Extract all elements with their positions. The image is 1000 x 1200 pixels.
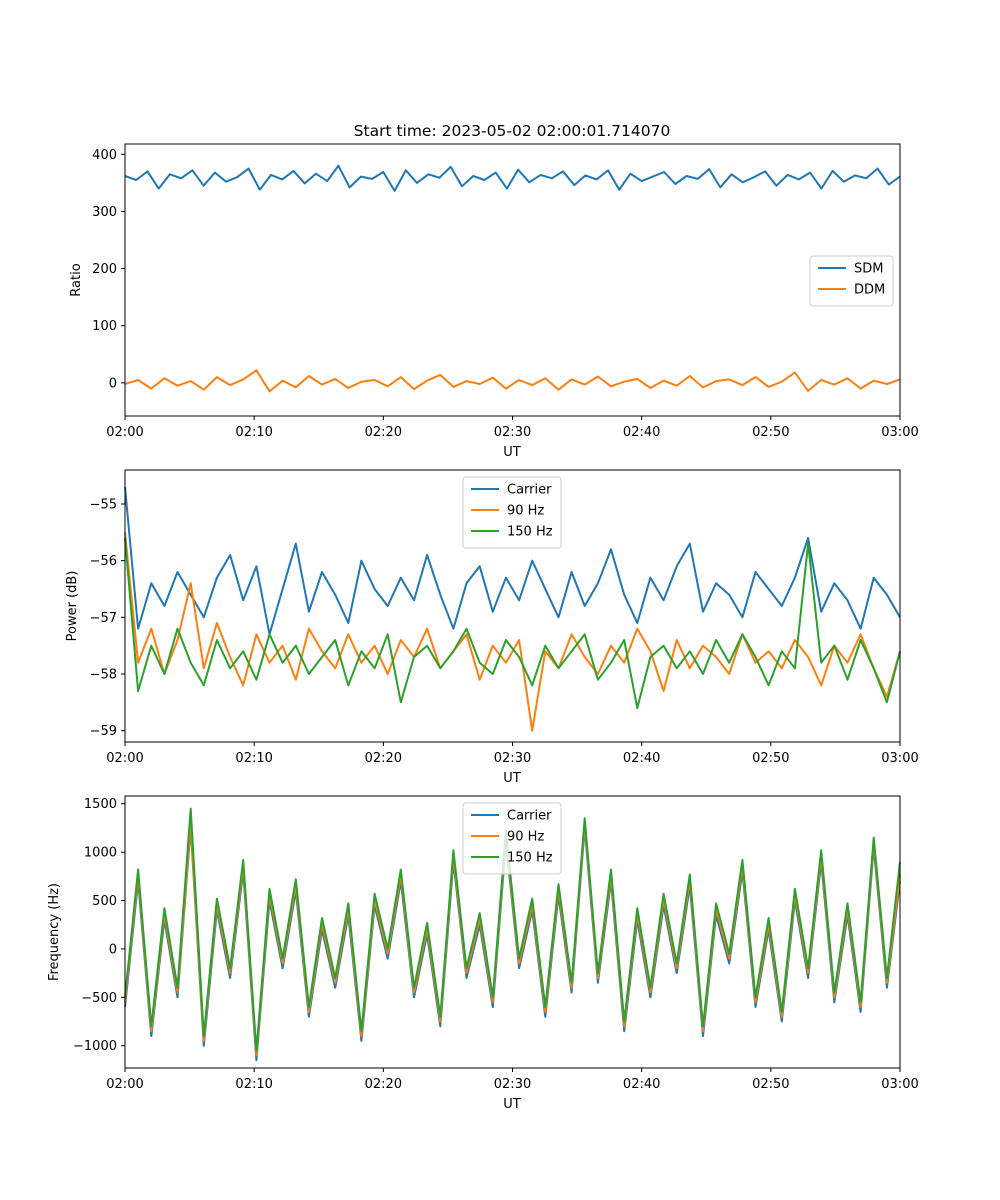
x-tick-label: 02:40 — [623, 425, 660, 440]
y-tick-label: −500 — [81, 991, 117, 1006]
legend-label-150-hz: 150 Hz — [507, 525, 553, 540]
x-tick-label: 02:00 — [106, 1077, 143, 1092]
legend-label-carrier: Carrier — [507, 483, 552, 498]
x-tick-label: 02:00 — [106, 751, 143, 766]
x-tick-label: 02:10 — [235, 751, 272, 766]
x-tick-label: 02:30 — [494, 1077, 531, 1092]
y-tick-label: −1000 — [73, 1039, 117, 1054]
y-tick-label: −58 — [90, 668, 117, 683]
power-ticks: 02:00 02:10 02:20 02:30 02:40 02:50 03:00 −55 −5… — [90, 498, 919, 767]
x-tick-label: 03:00 — [881, 751, 918, 766]
series-line-150-hz — [124, 807, 901, 1052]
legend-label-90-hz: 90 Hz — [507, 504, 544, 519]
x-tick-label: 03:00 — [881, 425, 918, 440]
ratio-ticks: 02:00 02:10 02:20 02:30 02:40 02:50 03:00 0 100 2… — [92, 148, 919, 440]
y-tick-label: −57 — [90, 611, 117, 626]
series-line-150-hz — [124, 537, 901, 709]
series-line-carrier — [124, 486, 901, 636]
legend-label-carrier: Carrier — [507, 809, 552, 824]
y-tick-label: −56 — [90, 554, 117, 569]
x-tick-label: 03:00 — [881, 1077, 918, 1092]
y-tick-label: 500 — [92, 894, 117, 909]
power-y-axis-label: Power (dB) — [65, 571, 80, 642]
series-line-ddm — [124, 369, 901, 393]
x-tick-label: 02:10 — [235, 425, 272, 440]
x-tick-label: 02:50 — [752, 425, 789, 440]
x-tick-label: 02:20 — [365, 751, 402, 766]
y-tick-label: 1000 — [84, 846, 117, 861]
legend-label-150-hz: 150 Hz — [507, 851, 553, 866]
frequency-series-layer — [124, 807, 901, 1062]
y-tick-label: 100 — [92, 319, 117, 334]
y-tick-label: 0 — [109, 942, 117, 957]
x-tick-label: 02:20 — [365, 425, 402, 440]
y-tick-label: 400 — [92, 148, 117, 163]
y-tick-label: 200 — [92, 262, 117, 277]
x-tick-label: 02:00 — [106, 425, 143, 440]
ratio-y-axis-label: Ratio — [69, 263, 84, 296]
ratio-legend: SDM DDM — [809, 255, 894, 307]
frequency-y-axis-label: Frequency (Hz) — [47, 883, 62, 981]
frequency-panel: 02:00 02:10 02:20 02:30 02:40 02:50 03:00 1500 1… — [47, 795, 919, 1112]
frequency-x-axis-label: UT — [503, 1097, 521, 1112]
x-tick-label: 02:10 — [235, 1077, 272, 1092]
ratio-plot-frame — [124, 143, 901, 417]
legend-label-90-hz: 90 Hz — [507, 830, 544, 845]
power-series-layer — [124, 486, 901, 732]
y-tick-label: 1500 — [84, 797, 117, 812]
power-x-axis-label: UT — [503, 771, 521, 786]
ratio-x-axis-label: UT — [503, 445, 521, 460]
x-tick-label: 02:30 — [494, 425, 531, 440]
frequency-legend: Carrier 90 Hz 150 Hz — [462, 802, 562, 875]
frequency-ticks: 02:00 02:10 02:20 02:30 02:40 02:50 03:00 1500 1… — [73, 797, 919, 1092]
y-tick-label: −55 — [90, 498, 117, 513]
series-line-sdm — [124, 164, 901, 192]
x-tick-label: 02:40 — [623, 751, 660, 766]
power-panel: 02:00 02:10 02:20 02:30 02:40 02:50 03:00 −55 −5… — [65, 469, 919, 786]
power-legend: Carrier 90 Hz 150 Hz — [462, 476, 562, 549]
series-line-90-hz — [124, 532, 901, 732]
y-tick-label: 300 — [92, 205, 117, 220]
y-tick-label: −59 — [90, 724, 117, 739]
x-tick-label: 02:40 — [623, 1077, 660, 1092]
legend-label-sdm: SDM — [854, 262, 883, 277]
legend-label-ddm: DDM — [854, 283, 885, 298]
chart-title: Start time: 2023-05-02 02:00:01.714070 — [354, 122, 671, 140]
ratio-panel: Start time: 2023-05-02 02:00:01.714070 0… — [69, 122, 919, 460]
x-tick-label: 02:50 — [752, 751, 789, 766]
x-tick-label: 02:50 — [752, 1077, 789, 1092]
x-tick-label: 02:30 — [494, 751, 531, 766]
y-tick-label: 0 — [109, 376, 117, 391]
ratio-series-layer — [124, 164, 901, 393]
x-tick-label: 02:20 — [365, 1077, 402, 1092]
